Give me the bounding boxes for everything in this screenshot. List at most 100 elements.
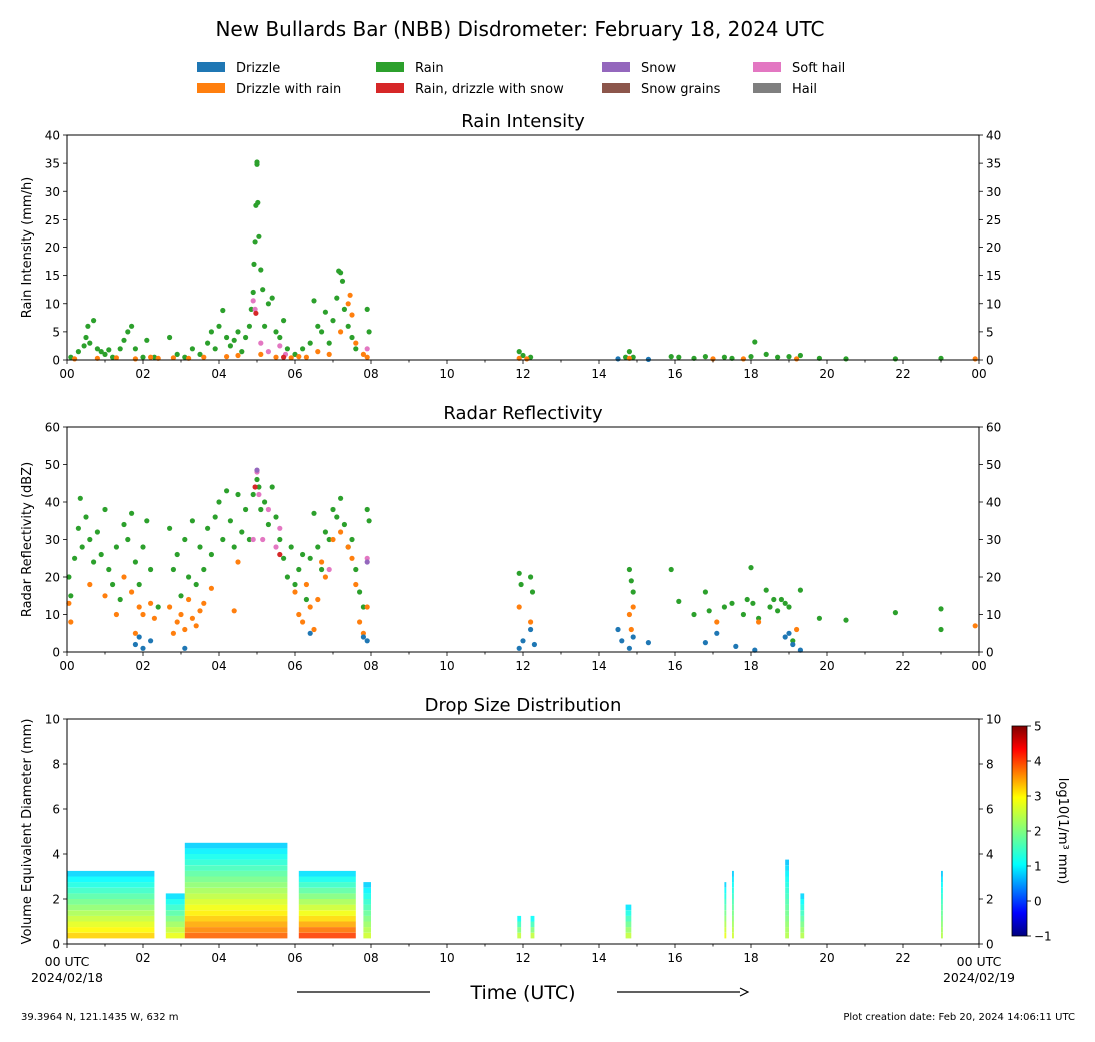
dsd-cell bbox=[724, 904, 727, 911]
data-point bbox=[148, 566, 154, 573]
data-point bbox=[518, 581, 524, 588]
data-point bbox=[529, 589, 536, 595]
data-point bbox=[102, 506, 108, 513]
y-tick-label-right: 10 bbox=[986, 297, 1001, 311]
x-start-date: 2024/02/18 bbox=[31, 970, 103, 985]
data-point bbox=[296, 566, 302, 573]
dsd-cell bbox=[184, 870, 288, 877]
x-tick-label: 06 bbox=[287, 659, 302, 673]
data-point bbox=[254, 467, 260, 473]
y-tick-label-right: 35 bbox=[986, 157, 1001, 171]
dsd-cell bbox=[732, 882, 734, 888]
series-rain bbox=[68, 159, 944, 362]
legend-label: Rain bbox=[415, 61, 444, 76]
dsd-cell bbox=[165, 904, 185, 911]
data-point bbox=[676, 598, 682, 605]
dsd-cell bbox=[67, 921, 155, 928]
legend-label: Drizzle with rain bbox=[236, 82, 341, 97]
dsd-cell bbox=[785, 899, 789, 905]
dsd-column bbox=[785, 859, 789, 939]
dsd-cell bbox=[184, 910, 288, 916]
data-point bbox=[251, 261, 257, 267]
dsd-cell bbox=[363, 910, 371, 916]
dsd-cell bbox=[800, 893, 805, 899]
series-drizzle-with-rain bbox=[66, 529, 978, 636]
data-point bbox=[349, 555, 355, 561]
data-point bbox=[303, 354, 309, 360]
x-tick-label: 12 bbox=[515, 367, 530, 381]
data-point bbox=[205, 525, 211, 531]
data-point bbox=[782, 634, 788, 640]
panel-title: Drop Size Distribution bbox=[425, 695, 622, 716]
dsd-cell bbox=[298, 893, 356, 899]
y-axis-label: Volume Equivalent Diameter (mm) bbox=[20, 719, 35, 945]
data-point bbox=[843, 617, 849, 623]
footer-creation-date: Plot creation date: Feb 20, 2024 14:06:1… bbox=[843, 1012, 1075, 1023]
x-tick-label: 04 bbox=[211, 367, 226, 381]
data-point bbox=[75, 349, 81, 355]
colorbar-tick-label: −1 bbox=[1034, 930, 1052, 944]
data-point bbox=[113, 611, 119, 618]
data-point bbox=[334, 295, 340, 301]
dsd-cell bbox=[941, 887, 943, 894]
data-point bbox=[364, 306, 370, 312]
data-point bbox=[775, 354, 781, 360]
data-point bbox=[239, 349, 245, 355]
x-tick-label: 16 bbox=[667, 659, 682, 673]
y-tick-label: 40 bbox=[45, 129, 60, 143]
data-point bbox=[197, 608, 203, 614]
data-point bbox=[178, 593, 184, 599]
data-point bbox=[208, 551, 214, 558]
data-point bbox=[330, 506, 336, 513]
dsd-cell bbox=[67, 910, 155, 916]
dsd-column bbox=[800, 893, 805, 939]
dsd-cell bbox=[67, 904, 155, 911]
data-point bbox=[748, 354, 754, 360]
y-tick-label-right: 8 bbox=[986, 758, 994, 772]
dsd-cell bbox=[363, 915, 371, 922]
data-point bbox=[740, 611, 747, 618]
data-point bbox=[307, 555, 313, 561]
colorbar-gradient bbox=[1011, 725, 1028, 937]
data-point bbox=[353, 346, 359, 352]
colorbar: −1 0 1 2 3 4 5 log10(1/m³ mm) bbox=[1011, 720, 1070, 944]
data-point bbox=[87, 536, 93, 543]
dsd-cell bbox=[67, 893, 155, 899]
data-point bbox=[170, 355, 176, 361]
x-tick-label: 02 bbox=[135, 659, 150, 673]
data-point bbox=[235, 352, 241, 359]
data-point bbox=[140, 645, 146, 651]
data-point bbox=[357, 589, 363, 595]
data-point bbox=[193, 623, 199, 629]
data-point bbox=[79, 544, 85, 550]
data-point bbox=[113, 544, 119, 550]
data-point bbox=[170, 630, 176, 636]
data-point bbox=[201, 600, 207, 606]
dsd-cell bbox=[165, 915, 185, 922]
dsd-cell bbox=[800, 910, 805, 916]
y-tick-label: 50 bbox=[45, 458, 60, 472]
data-point bbox=[186, 596, 192, 603]
series-soft-hail bbox=[250, 298, 370, 357]
data-point bbox=[645, 640, 652, 646]
dsd-column bbox=[530, 915, 535, 939]
dsd-cell bbox=[530, 915, 535, 922]
x-tick-label: 20 bbox=[819, 951, 834, 965]
dsd-cell bbox=[184, 899, 288, 905]
data-point bbox=[265, 301, 271, 307]
y-tick-label: 20 bbox=[45, 241, 60, 255]
dsd-cell bbox=[724, 932, 727, 939]
data-point bbox=[319, 329, 325, 335]
data-point bbox=[300, 346, 306, 352]
data-point bbox=[524, 356, 530, 362]
data-point bbox=[87, 581, 93, 588]
data-point bbox=[315, 349, 321, 355]
data-point bbox=[189, 346, 195, 352]
data-point bbox=[189, 518, 195, 524]
data-point bbox=[151, 615, 157, 621]
plot-frame bbox=[66, 426, 980, 653]
y-tick-label: 4 bbox=[52, 848, 60, 862]
data-point bbox=[182, 626, 188, 633]
data-point bbox=[288, 544, 294, 550]
x-tick-label: 20 bbox=[819, 367, 834, 381]
